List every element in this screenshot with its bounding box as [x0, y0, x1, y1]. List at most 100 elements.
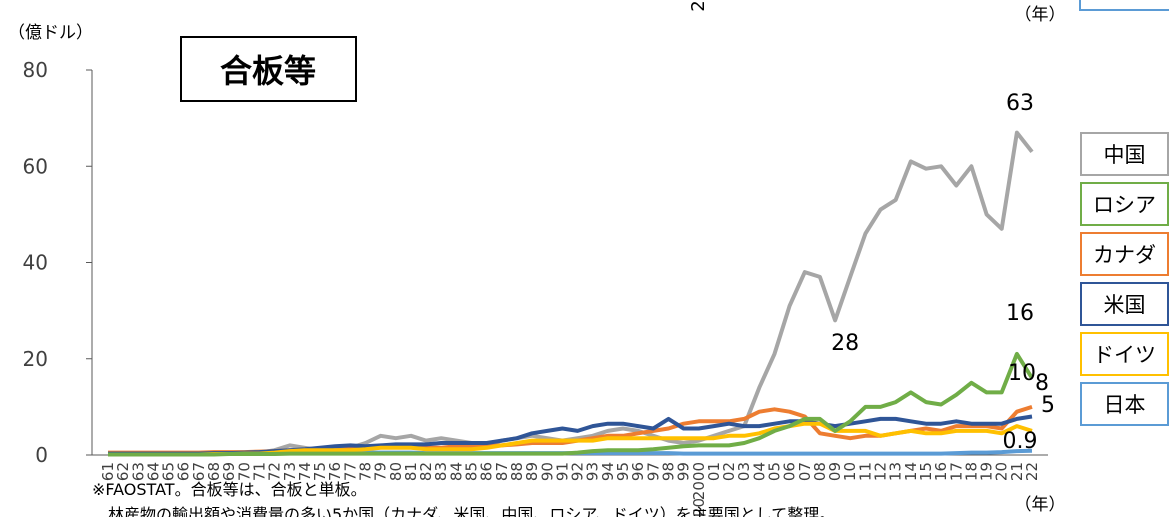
x-tick-label: 65 [160, 462, 178, 481]
x-tick-label: 86 [478, 462, 496, 481]
series-line-ロシア [108, 351, 1034, 457]
y-tick-label: 0 [35, 443, 48, 467]
x-tick-label: 92 [569, 462, 587, 481]
x-tick-label: 02 [720, 462, 738, 481]
x-ticks: 6162636465666768697071727374757677787980… [99, 462, 1041, 517]
legend-label: ロシア [1093, 193, 1156, 217]
x-tick-label: 18 [962, 462, 980, 481]
x-tick-label: 11 [856, 462, 874, 481]
x-tick-label: 09 [826, 462, 844, 481]
legend-swatch [1080, 132, 1169, 176]
x-tick-label: 98 [659, 462, 677, 481]
y-tick-label: 60 [23, 154, 48, 178]
y-tick-label: 80 [23, 58, 48, 82]
x-tick-label: 01 [705, 462, 723, 481]
x-tick-label: 2000 [690, 462, 708, 500]
scope-note: 林産物の輸出額や消費量の多い5か国（カナダ、米国、中国、ロシア、ドイツ）を主要国… [92, 505, 835, 517]
x-tick-label: 97 [644, 462, 662, 481]
data-labels: 63 28 16 10 850.9 [831, 91, 1055, 454]
legend-label: カナダ [1093, 243, 1156, 267]
x-tick-label: 80 [387, 462, 405, 481]
x-tick-label: 99 [675, 462, 693, 481]
legend-swatch [1080, 182, 1169, 226]
x-tick-label: 67 [190, 462, 208, 481]
x-tick-label: 66 [175, 462, 193, 481]
top-year-unit: （年） [1015, 5, 1066, 25]
x-tick-label: 78 [357, 462, 375, 481]
x-tick-label: 06 [781, 462, 799, 481]
legend-swatch [1080, 382, 1169, 426]
x-tick-label: 95 [614, 462, 632, 481]
x-tick-label: 10 [841, 462, 859, 481]
data-label: 63 [1006, 91, 1034, 116]
chart-title: 合板等 [220, 52, 316, 90]
y-ticks: 0 20 40 60 80 [23, 58, 92, 467]
x-tick-label: 90 [538, 462, 556, 481]
legend-label: ドイツ [1093, 343, 1156, 367]
x-tick-label: 68 [205, 462, 223, 481]
x-tick-label: 05 [765, 462, 783, 481]
data-label: 0.9 [1003, 429, 1038, 454]
legend-label: 米国 [1104, 293, 1146, 317]
data-label: 16 [1006, 301, 1034, 326]
x-tick-label: 21 [1008, 462, 1026, 481]
x-tick-label: 82 [417, 462, 435, 481]
x-tick-label: 73 [281, 462, 299, 481]
x-tick-label: 83 [432, 462, 450, 481]
x-tick-label: 69 [220, 462, 238, 481]
data-label: 8 [1035, 371, 1049, 396]
legend-swatch [1080, 282, 1169, 326]
x-tick-label: 63 [129, 462, 147, 481]
x-tick-label: 71 [250, 462, 268, 481]
source-note: ※FAOSTAT。合板等は、合板と単板。 [92, 480, 367, 499]
x-tick-label: 74 [296, 462, 314, 481]
x-tick-label: 17 [947, 462, 965, 481]
x-axis-unit-label: （年） [1015, 495, 1066, 515]
x-tick-label: 20 [993, 462, 1011, 481]
x-tick-label: 96 [629, 462, 647, 481]
x-tick-label: 08 [811, 462, 829, 481]
legend-swatch [1080, 232, 1169, 276]
x-tick-label: 12 [872, 462, 890, 481]
x-tick-label: 14 [902, 462, 920, 481]
x-tick-label: 77 [341, 462, 359, 481]
x-tick-label: 91 [553, 462, 571, 481]
data-label: 5 [1041, 393, 1055, 418]
data-label: 10 [1008, 361, 1036, 386]
x-tick-label: 94 [599, 462, 617, 481]
data-label: 28 [831, 331, 859, 356]
x-tick-label: 70 [235, 462, 253, 481]
top-legend-box-fragment [1079, 0, 1169, 11]
x-tick-label: 93 [584, 462, 602, 481]
x-tick-label: 76 [326, 462, 344, 481]
x-tick-label: 13 [887, 462, 905, 481]
x-tick-label-century: 20 [690, 498, 708, 517]
x-tick-label: 62 [114, 462, 132, 481]
x-tick-label: 15 [917, 462, 935, 481]
legend-label: 中国 [1104, 143, 1146, 167]
x-tick-label: 61 [99, 462, 117, 481]
y-tick-label: 20 [23, 347, 48, 371]
series-lines [108, 130, 1034, 457]
x-tick-label: 79 [372, 462, 390, 481]
legend-swatch [1080, 332, 1169, 376]
legend-label: 日本 [1104, 393, 1146, 417]
x-tick-label: 88 [508, 462, 526, 481]
x-tick-label: 87 [493, 462, 511, 481]
series-line-中国 [108, 130, 1034, 457]
x-tick-label: 84 [447, 462, 465, 481]
x-tick-label: 81 [402, 462, 420, 481]
x-tick-label: 16 [932, 462, 950, 481]
y-axis-label: （億ドル） [8, 23, 93, 43]
x-tick-label: 22 [1023, 462, 1041, 481]
y-tick-label: 40 [23, 251, 48, 275]
x-tick-label: 75 [311, 462, 329, 481]
x-tick-label: 64 [144, 462, 162, 481]
x-tick-label: 85 [463, 462, 481, 481]
x-tick-label: 89 [523, 462, 541, 481]
x-tick-label: 07 [796, 462, 814, 481]
title-box [180, 36, 357, 102]
x-tick-label: 19 [978, 462, 996, 481]
